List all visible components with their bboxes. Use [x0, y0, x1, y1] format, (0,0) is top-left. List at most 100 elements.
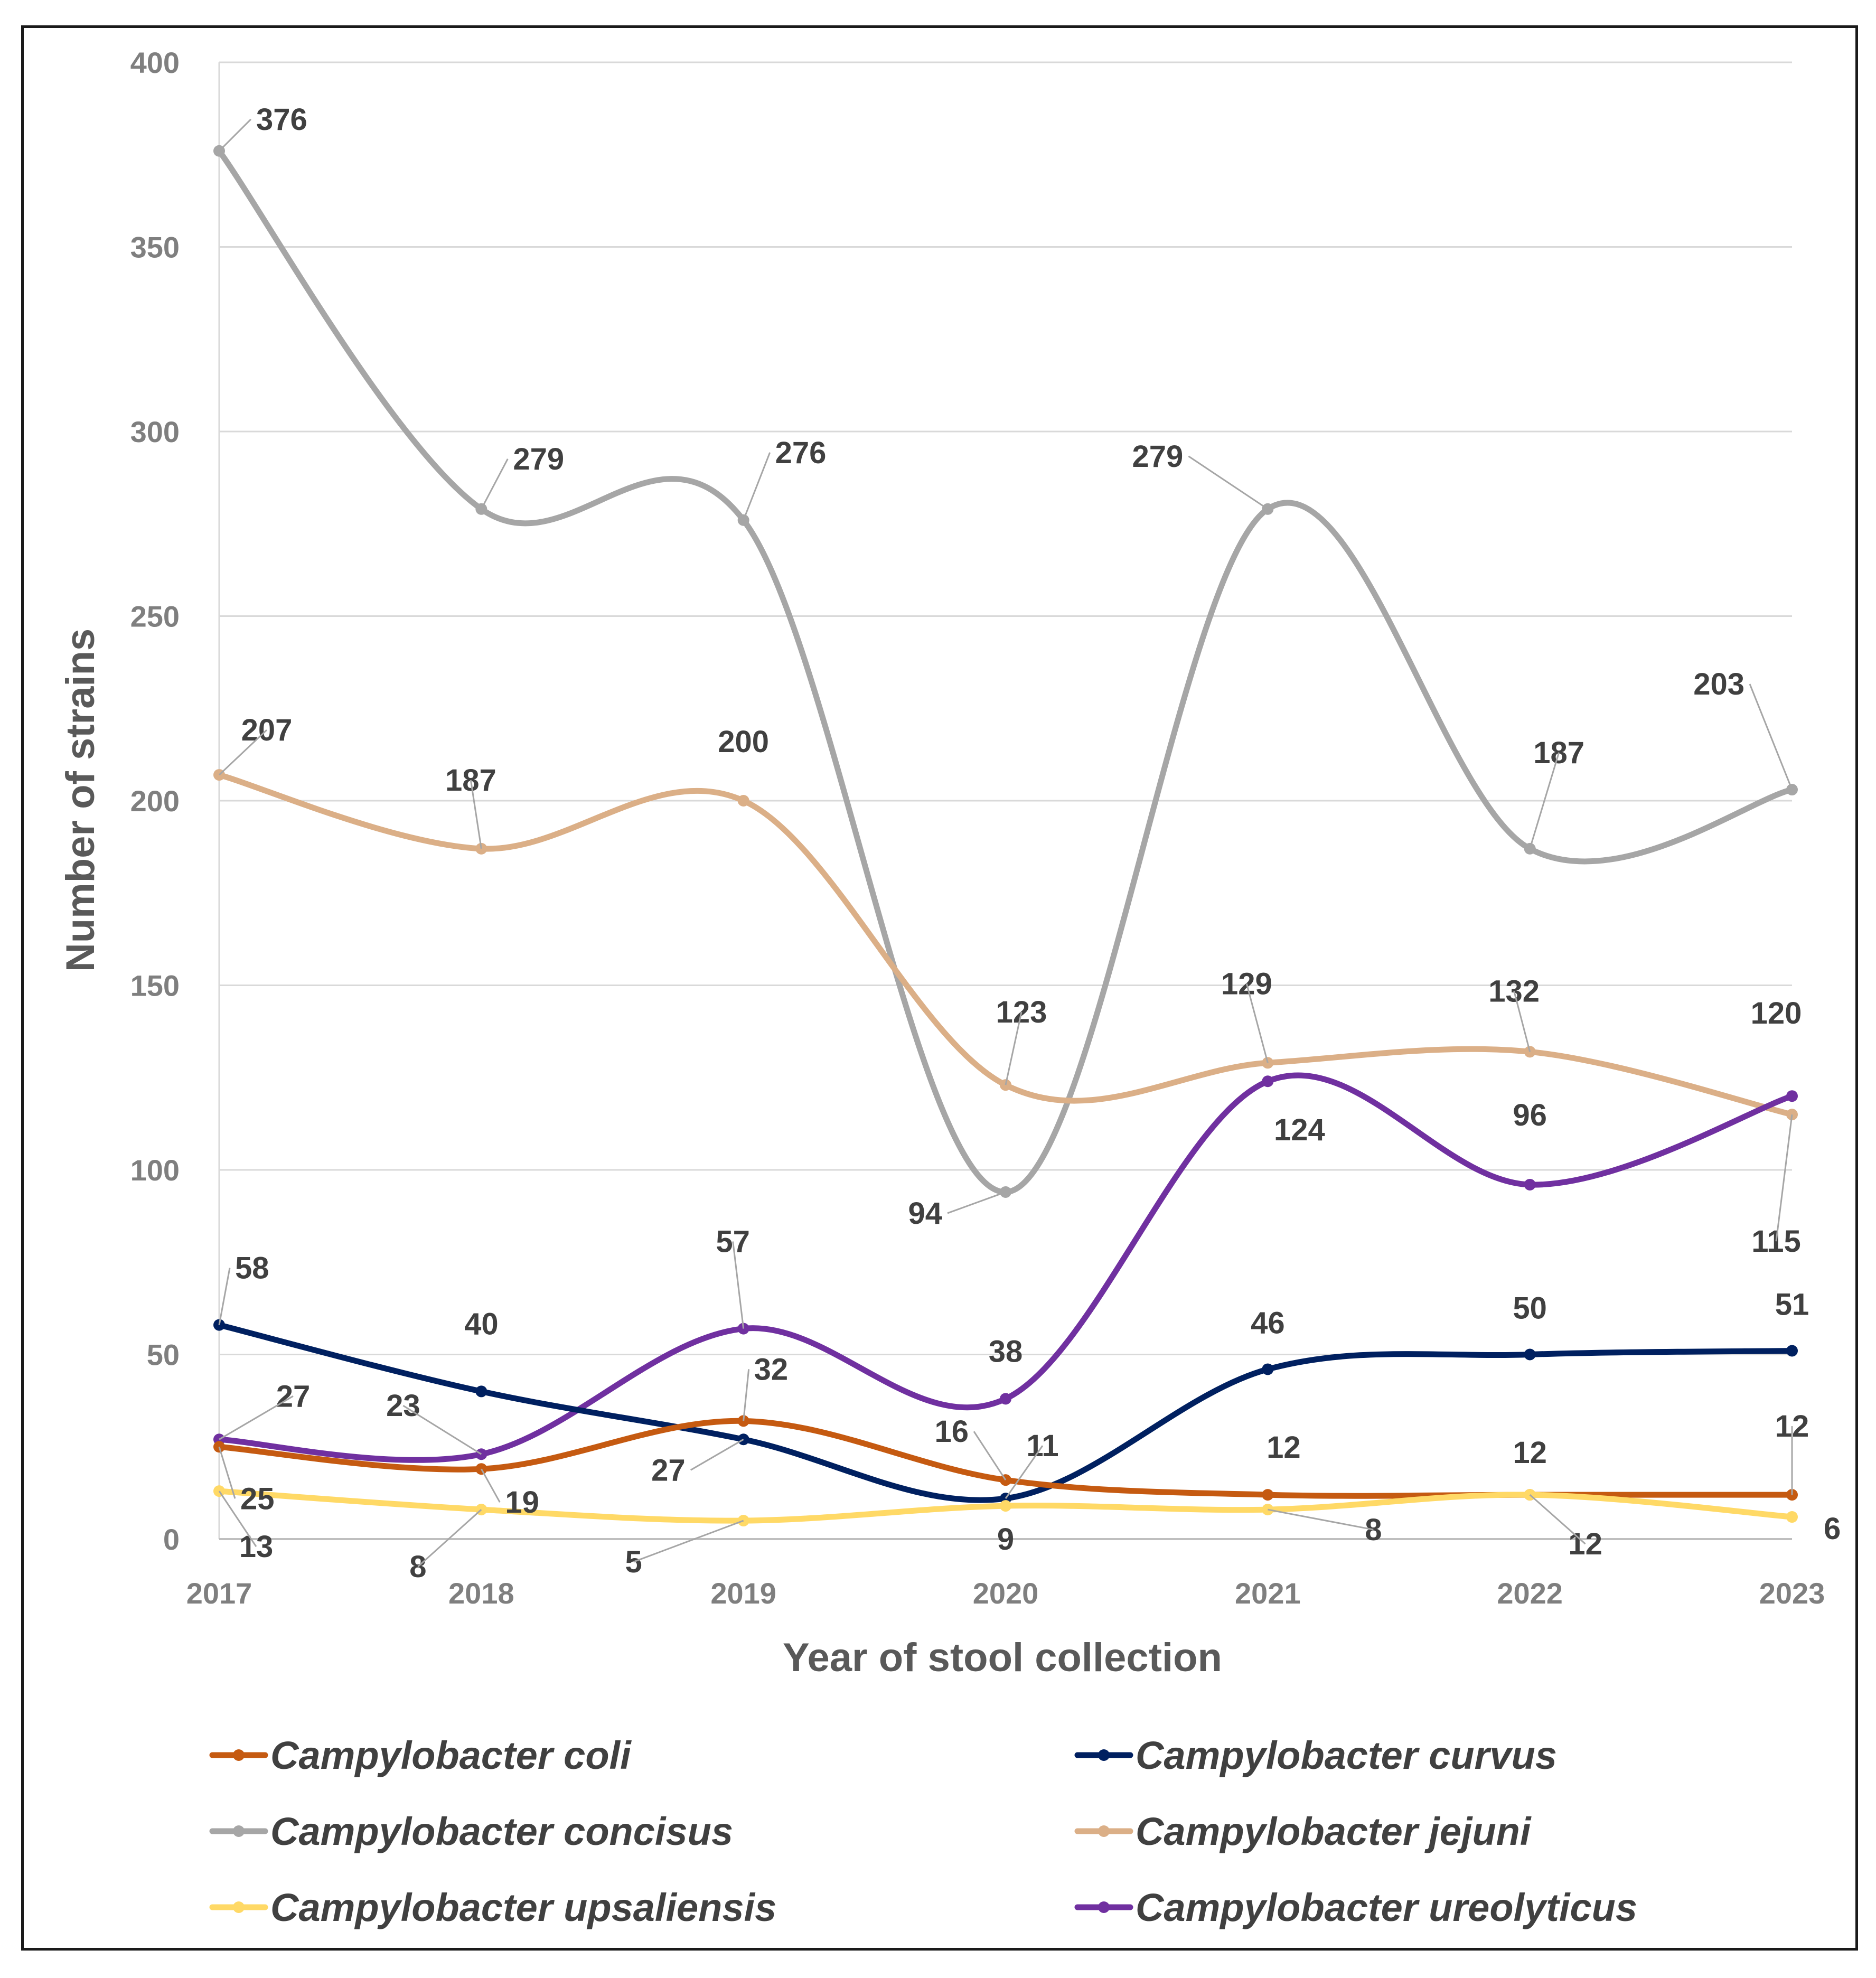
data-point	[1786, 1511, 1798, 1523]
data-label: 46	[1251, 1306, 1285, 1340]
legend-label: Campylobacter concisus	[270, 1810, 733, 1853]
x-tick-label: 2019	[710, 1577, 776, 1610]
y-tick-label: 300	[130, 415, 180, 448]
series-line	[216, 772, 1795, 1118]
axes: 0 50 100 150 200 250 300 350 400 2017 2018 2019 2020…	[130, 46, 1825, 1610]
data-label: 13	[239, 1530, 274, 1564]
y-tick-label: 100	[130, 1154, 180, 1187]
gridlines	[219, 61, 1792, 1355]
data-point	[1000, 1500, 1011, 1512]
x-tick-label: 2023	[1759, 1577, 1825, 1610]
legend-item: Campylobacter jejuni	[1074, 1810, 1532, 1853]
legend: Campylobacter coli Campylobacter curvus Ca…	[209, 1733, 1637, 1929]
leader-line	[1529, 752, 1560, 849]
legend-label: Campylobacter coli	[270, 1733, 632, 1777]
data-label: 200	[718, 725, 769, 759]
data-label: 9	[997, 1522, 1014, 1557]
y-tick-label: 250	[130, 600, 180, 633]
series-line	[216, 1072, 1795, 1463]
data-label: 51	[1775, 1288, 1809, 1322]
legend-item: Campylobacter ureolyticus	[1074, 1886, 1637, 1929]
data-point	[1262, 1075, 1274, 1088]
leader-line	[690, 1438, 744, 1471]
x-tick-label: 2021	[1235, 1577, 1301, 1610]
data-point	[1262, 1489, 1274, 1501]
legend-label: Campylobacter jejuni	[1136, 1810, 1532, 1853]
y-tick-label: 350	[130, 231, 180, 264]
legend-marker	[1098, 1825, 1110, 1837]
leader-line	[218, 1490, 257, 1547]
x-tick-label: 2020	[973, 1577, 1039, 1610]
series-campylobacter-jejuni	[213, 769, 1798, 1121]
y-tick-label: 150	[130, 969, 180, 1002]
series-line	[216, 148, 1795, 1195]
series-campylobacter-upsaliensis	[213, 1485, 1798, 1527]
data-point	[1262, 1363, 1274, 1375]
y-axis-title: Number of strains	[58, 629, 103, 972]
leader-line	[219, 1395, 294, 1440]
data-label: 120	[1751, 996, 1802, 1030]
data-label: 58	[235, 1251, 269, 1286]
x-axis-title: Year of stool collection	[783, 1635, 1222, 1680]
data-label: 8	[409, 1550, 426, 1584]
data-point	[737, 795, 749, 807]
legend-item: Campylobacter upsaliensis	[209, 1886, 776, 1929]
series-campylobacter-concisus	[213, 145, 1798, 1198]
leader-line	[470, 780, 482, 849]
legend-marker	[1098, 1749, 1110, 1761]
legend-label: Campylobacter curvus	[1136, 1733, 1557, 1777]
leader-line	[947, 1191, 1006, 1214]
legend-marker	[233, 1749, 245, 1761]
x-tick-label: 2022	[1497, 1577, 1563, 1610]
leader-line	[1775, 1114, 1793, 1242]
leader-line	[1188, 455, 1269, 510]
data-label: 16	[934, 1414, 969, 1449]
data-label: 19	[505, 1485, 539, 1520]
leader-line	[732, 1241, 745, 1329]
leader-line	[1005, 1011, 1023, 1085]
data-label: 279	[1132, 439, 1184, 474]
data-label: 115	[1751, 1224, 1801, 1259]
data-label: 25	[240, 1482, 275, 1516]
data-label: 8	[1365, 1513, 1382, 1547]
leader-line	[1268, 1508, 1374, 1531]
data-point	[1786, 1345, 1798, 1357]
x-tick-label: 2017	[186, 1577, 252, 1610]
series-campylobacter-ureolyticus	[213, 1072, 1798, 1463]
legend-marker	[233, 1901, 245, 1913]
leader-line	[1005, 1445, 1044, 1499]
data-label: 40	[464, 1307, 499, 1341]
legend-marker	[1098, 1901, 1110, 1913]
legend-marker	[233, 1825, 245, 1837]
data-label: 50	[1513, 1291, 1547, 1326]
data-label: 12	[1513, 1436, 1547, 1470]
data-point	[1524, 1178, 1536, 1190]
leader-line	[633, 1520, 744, 1563]
y-tick-label: 400	[130, 46, 180, 79]
data-label: 276	[775, 436, 827, 470]
y-tick-label: 0	[163, 1523, 180, 1556]
legend-label: Campylobacter ureolyticus	[1136, 1886, 1637, 1929]
data-label: 12	[1267, 1430, 1301, 1465]
data-label: 94	[908, 1196, 942, 1231]
y-tick-label: 50	[147, 1338, 180, 1372]
data-point	[1786, 1090, 1798, 1102]
leader-line	[218, 729, 268, 776]
x-tick-label: 2018	[448, 1577, 514, 1610]
legend-label: Campylobacter upsaliensis	[270, 1886, 776, 1929]
leader-line	[1513, 990, 1531, 1052]
data-label: 32	[754, 1352, 789, 1386]
leader-line	[1749, 683, 1793, 790]
data-label: 124	[1274, 1113, 1325, 1147]
leader-line	[1529, 1494, 1586, 1545]
data-label: 203	[1693, 667, 1744, 701]
leader-line	[218, 1446, 236, 1499]
leader-line	[402, 1404, 482, 1455]
leader-line	[743, 452, 771, 521]
leader-line	[743, 1369, 750, 1421]
data-point	[475, 1385, 487, 1398]
data-label: 6	[1824, 1512, 1841, 1546]
leader-line	[973, 1431, 1007, 1480]
